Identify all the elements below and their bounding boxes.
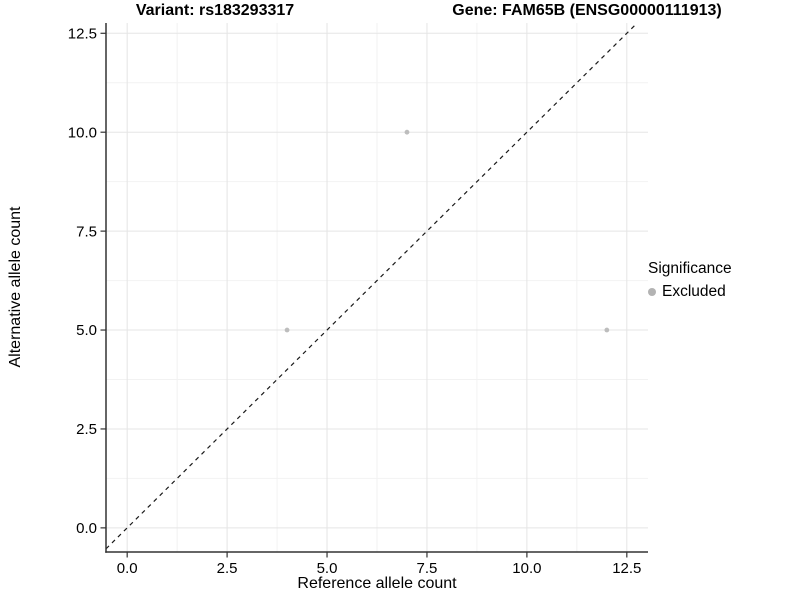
grid-major: [106, 23, 648, 552]
data-point: [404, 129, 410, 135]
data-point: [284, 327, 290, 333]
plot-title-variant: Variant: rs183293317: [135, 2, 295, 19]
y-tick-label: 12.5: [68, 25, 97, 42]
y-tick-label: 2.5: [76, 421, 97, 438]
legend-title: Significance: [648, 260, 732, 277]
y-tick-label: 0.0: [76, 520, 97, 537]
x-tick-label: 0.0: [117, 560, 138, 577]
y-tick-label: 7.5: [76, 223, 97, 240]
grid-minor: [106, 23, 648, 552]
x-tick-label: 2.5: [217, 560, 238, 577]
y-tick-label: 10.0: [68, 124, 97, 141]
x-axis-title: Reference allele count: [297, 575, 457, 592]
legend-item-excluded: Excluded: [648, 283, 732, 301]
legend-item-label: Excluded: [662, 283, 726, 300]
y-tick-label: 5.0: [76, 322, 97, 339]
x-tick-label: 7.5: [417, 560, 438, 577]
y-axis-ticks: 0.0 2.5 5.0 7.5 10.0 12.5: [68, 25, 106, 537]
x-axis-ticks: 0.0 2.5 5.0 7.5 10.0 12.5: [117, 552, 641, 577]
data-point: [604, 327, 610, 333]
x-tick-label: 10.0: [512, 560, 541, 577]
data-points: [284, 129, 610, 333]
axis-lines: [105, 23, 648, 553]
x-tick-label: 5.0: [317, 560, 338, 577]
excluded-point-icon: [648, 288, 656, 296]
x-tick-label: 12.5: [612, 560, 641, 577]
y-axis-title: Alternative allele count: [7, 206, 24, 368]
legend: Significance Excluded: [648, 259, 732, 301]
identity-line: [105, 22, 638, 550]
plot-title-gene: Gene: FAM65B (ENSG00000111913): [452, 2, 722, 19]
